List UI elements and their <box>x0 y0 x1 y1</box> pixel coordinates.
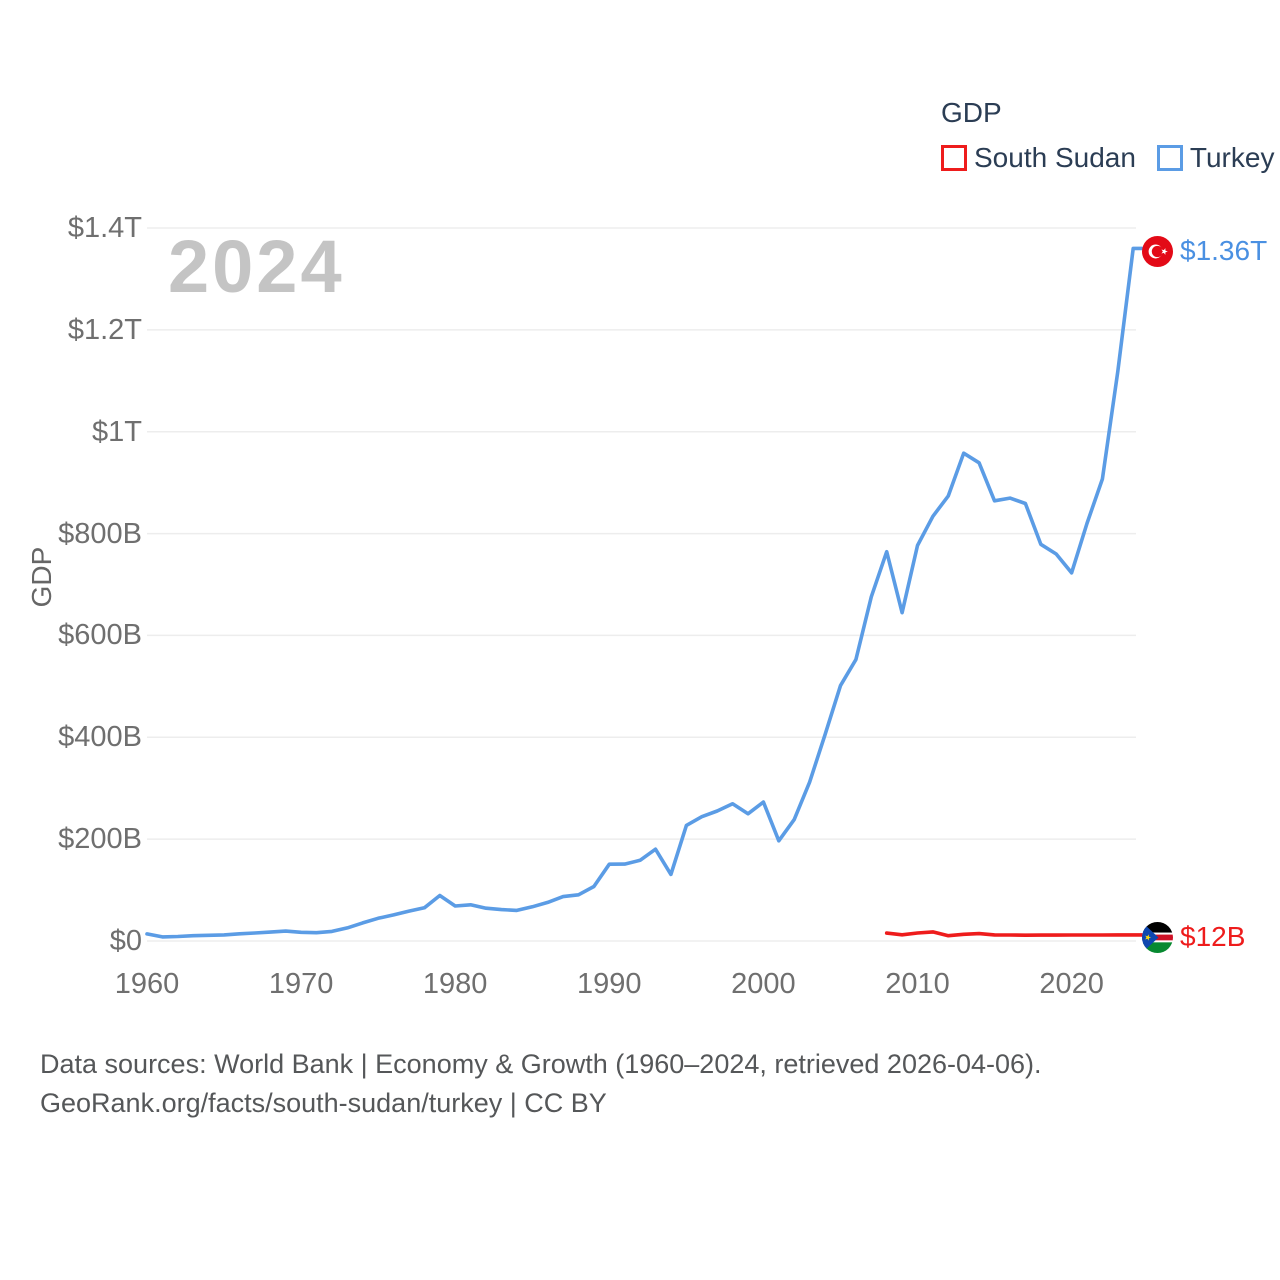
south-sudan-end-label: $12B <box>1142 921 1245 953</box>
legend: GDP South Sudan Turkey <box>941 97 1274 174</box>
x-tick-2020: 2020 <box>1039 968 1104 1000</box>
y-tick-$0: $0 <box>109 925 142 957</box>
footer: Data sources: World Bank | Economy & Gro… <box>40 1045 1042 1123</box>
y-tick-$600B: $600B <box>58 619 142 652</box>
legend-title: GDP <box>941 97 1002 128</box>
turkey-end-label: $1.36T <box>1142 235 1267 267</box>
x-tick-2000: 2000 <box>731 968 796 1000</box>
legend-label-south-sudan: South Sudan <box>974 142 1136 173</box>
footer-attribution: GeoRank.org/facts/south-sudan/turkey | C… <box>40 1088 607 1118</box>
y-tick-$400B: $400B <box>58 721 142 754</box>
watermark-year: 2024 <box>168 225 345 308</box>
y-tick-$800B: $800B <box>58 517 142 550</box>
y-tick-$200B: $200B <box>58 823 142 856</box>
turkey-swatch <box>1156 145 1183 171</box>
turkey-flag-icon <box>1142 235 1173 267</box>
south-sudan-line[interactable] <box>884 930 1144 938</box>
south-sudan-end-value: $12B <box>1180 921 1246 952</box>
y-tick-$1.2T: $1.2T <box>67 313 142 346</box>
y-tick-$1T: $1T <box>92 415 142 448</box>
y-tick-$1.4T: $1.4T <box>67 211 142 244</box>
footer-sources: Data sources: World Bank | Economy & Gro… <box>40 1049 1042 1079</box>
x-tick-1990: 1990 <box>577 968 642 1000</box>
x-tick-1960: 1960 <box>114 968 180 1000</box>
south-sudan-flag-icon <box>1142 921 1173 953</box>
south-sudan-swatch <box>941 145 967 171</box>
turkey-end-value: $1.36T <box>1180 235 1268 266</box>
x-tick-1970: 1970 <box>268 968 334 1000</box>
x-tick-1980: 1980 <box>422 968 488 1000</box>
legend-item-south-sudan[interactable]: South Sudan <box>941 142 1136 174</box>
legend-label-turkey: Turkey <box>1189 142 1275 173</box>
turkey-line[interactable] <box>145 246 1144 939</box>
x-tick-2010: 2010 <box>885 968 950 1000</box>
legend-items: South Sudan Turkey <box>941 142 1274 174</box>
y-axis-title: GDP <box>26 546 57 608</box>
legend-item-turkey[interactable]: Turkey <box>1156 142 1275 174</box>
